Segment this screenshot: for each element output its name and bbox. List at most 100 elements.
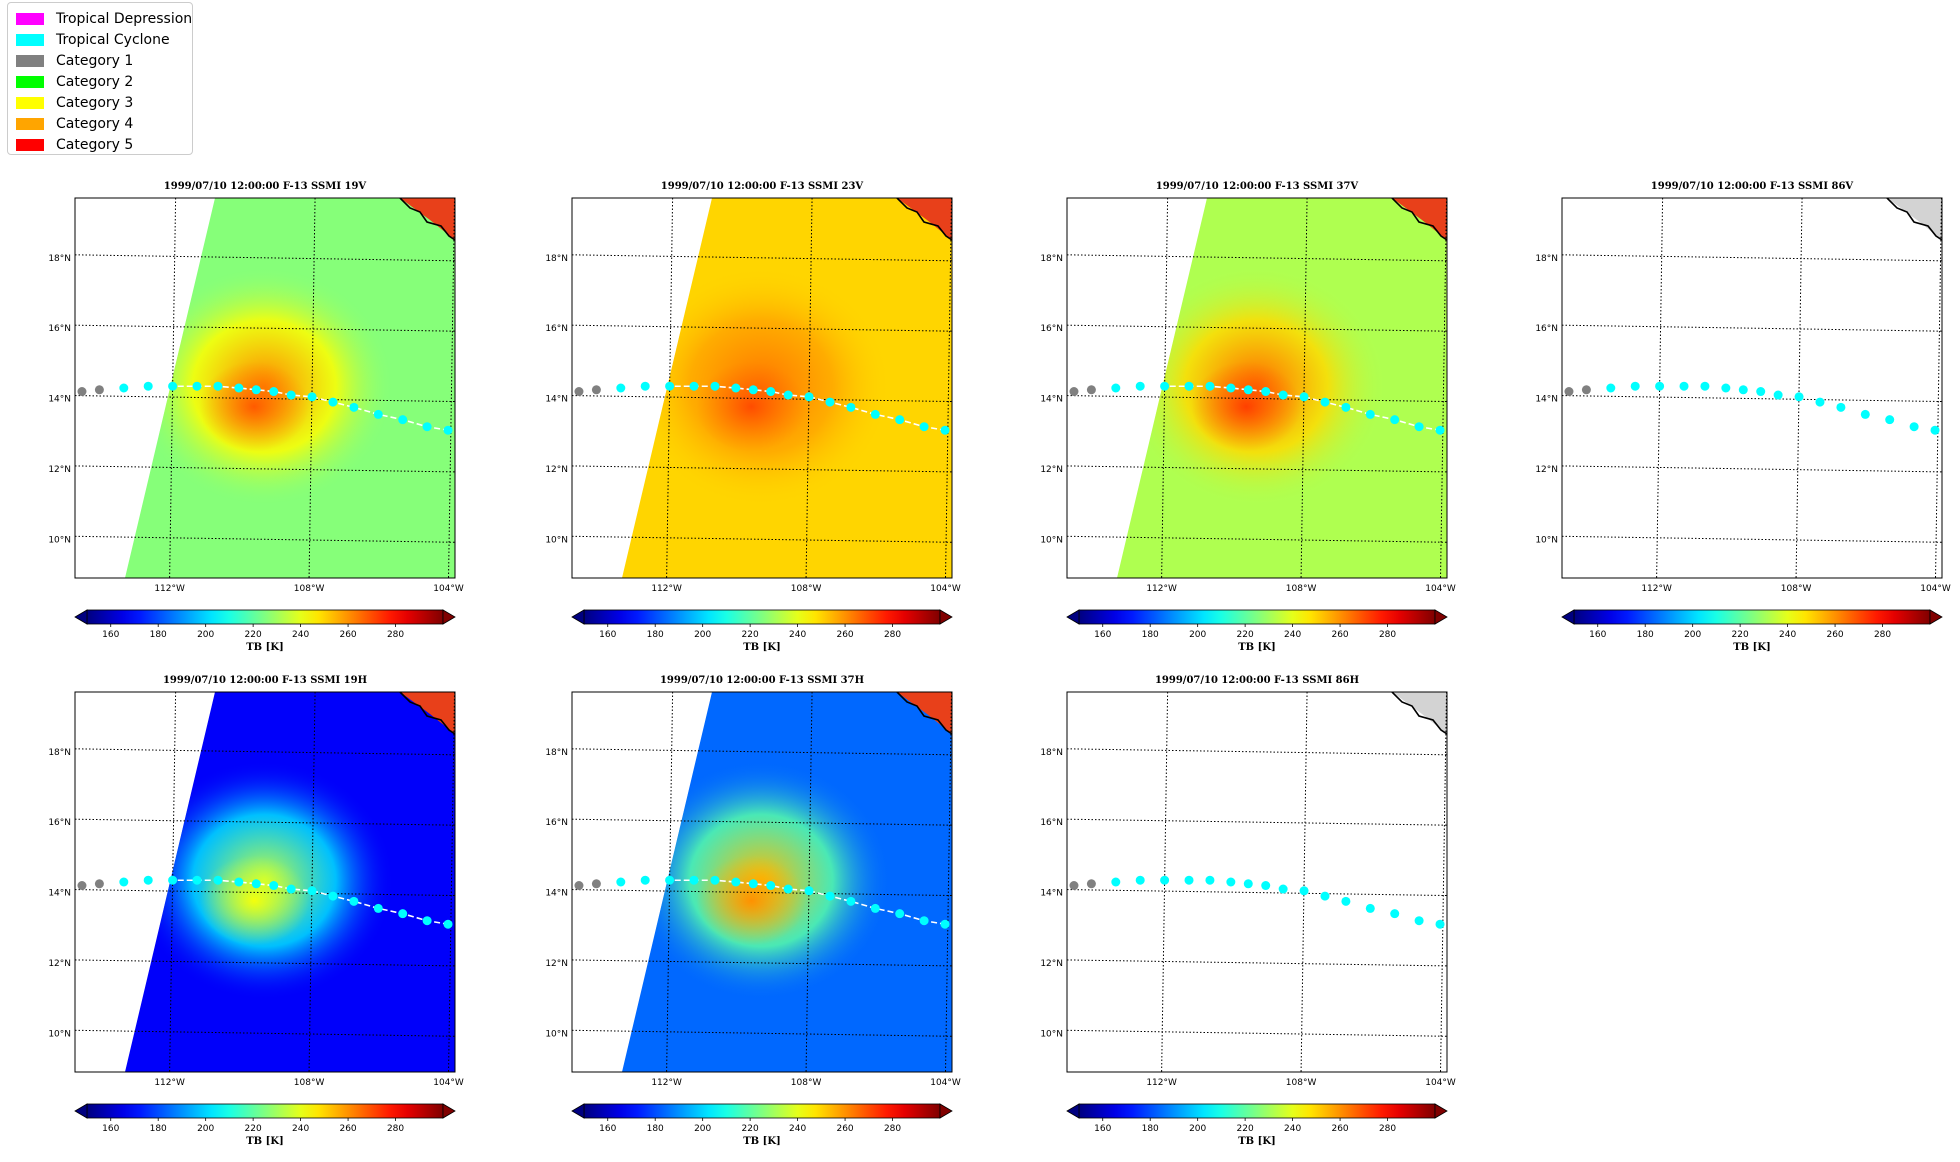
meridian-line	[945, 692, 952, 1072]
legend-swatch	[16, 118, 44, 130]
map-frame	[1066, 197, 1448, 579]
parallel-line	[1562, 465, 1942, 473]
track-point	[1756, 387, 1766, 397]
track-point	[1184, 381, 1194, 391]
map-frame	[74, 197, 456, 579]
coastline	[399, 198, 455, 241]
track-point	[846, 896, 856, 906]
meridian-line	[1300, 198, 1308, 578]
colorbar-tick-label: 260	[339, 630, 356, 640]
track-point	[143, 381, 153, 391]
colorbar-gradient	[583, 609, 941, 625]
y-tick-label: 10°N	[545, 1029, 568, 1039]
colorbar-label: TB [K]	[1238, 1136, 1276, 1147]
track-point	[1773, 390, 1783, 400]
parallel-line	[572, 748, 952, 756]
track-point	[1160, 875, 1170, 885]
legend-item: Tropical Cyclone	[16, 30, 170, 50]
land-area	[897, 692, 952, 734]
parallel-line	[1067, 818, 1447, 826]
meridian-line	[308, 692, 316, 1072]
meridian-line	[448, 692, 455, 1072]
colorbar-label: TB [K]	[246, 1136, 284, 1147]
colorbar-tick-label: 200	[1189, 630, 1206, 640]
track-point	[168, 381, 178, 391]
track-point	[1655, 381, 1665, 391]
track-point	[1390, 909, 1400, 919]
track-point	[192, 381, 202, 391]
track-point	[895, 909, 905, 919]
colorbar-extend-high	[939, 1103, 953, 1119]
track-point	[1930, 425, 1940, 435]
panel-title: 1999/07/10 12:00:00 F-13 SSMI 19V	[164, 181, 367, 192]
y-tick-label: 10°N	[1040, 1029, 1063, 1039]
x-tick-label: 104°W	[1425, 584, 1456, 594]
y-tick-label: 18°N	[545, 748, 568, 758]
y-tick-label: 12°N	[48, 959, 71, 969]
map-panel: 1999/07/10 12:00:00 F-13 SSMI 19V 112°W 10…	[48, 181, 464, 653]
colorbar-gradient	[1078, 1103, 1436, 1119]
y-tick-label: 18°N	[1535, 254, 1558, 264]
legend-item: Category 2	[16, 72, 133, 92]
x-tick-label: 108°W	[1286, 584, 1317, 594]
y-tick-label: 18°N	[1040, 748, 1063, 758]
y-tick-label: 16°N	[545, 324, 568, 334]
track-point	[1341, 402, 1351, 412]
colorbar-gradient	[86, 609, 444, 625]
y-tick-label: 14°N	[545, 889, 568, 899]
y-tick-label: 16°N	[1535, 324, 1558, 334]
colorbar-tick-label: 220	[742, 630, 759, 640]
legend-label: Tropical Cyclone	[56, 32, 170, 48]
track-point	[748, 385, 758, 395]
track-point	[213, 875, 223, 885]
track-point	[1679, 381, 1689, 391]
colorbar-tick-label: 220	[1732, 630, 1749, 640]
track-point	[119, 383, 129, 393]
colorbar-tick-label: 160	[1094, 630, 1111, 640]
legend-item: Category 1	[16, 51, 133, 71]
track-point	[825, 891, 835, 901]
track-point	[251, 385, 261, 395]
track-point	[269, 387, 279, 397]
parallel-line	[75, 324, 455, 332]
meridian-line	[308, 198, 316, 578]
colorbar-tick-label: 160	[599, 630, 616, 640]
parallel-line	[1067, 959, 1447, 967]
x-tick-label: 108°W	[294, 584, 325, 594]
colorbar-gradient	[1573, 609, 1931, 625]
track-point	[1135, 875, 1145, 885]
track-point	[1226, 877, 1236, 887]
colorbar-label: TB [K]	[246, 642, 284, 653]
track-point	[1184, 875, 1194, 885]
x-tick-label: 104°W	[433, 1078, 464, 1088]
map-frame	[1066, 691, 1448, 1073]
track-point	[940, 425, 950, 435]
track-point	[1069, 387, 1079, 397]
track-point	[1320, 397, 1330, 407]
legend: Tropical Depression Tropical Cyclone Cat…	[7, 2, 193, 155]
track-point	[1815, 397, 1825, 407]
parallel-line	[1067, 535, 1447, 543]
colorbar-tick-label: 180	[647, 630, 664, 640]
map-frame	[1561, 197, 1943, 579]
track-point	[1606, 383, 1616, 393]
colorbar-extend-high	[939, 609, 953, 625]
track-point	[1069, 881, 1079, 891]
track-point	[846, 402, 856, 412]
colorbar-tick-label: 240	[789, 1124, 806, 1134]
track-point	[766, 881, 776, 891]
colorbar-extend-low	[1066, 609, 1080, 625]
colorbar-tick-label: 200	[197, 1124, 214, 1134]
coastline	[1391, 692, 1447, 735]
x-tick-label: 112°W	[651, 584, 682, 594]
track-point	[94, 879, 104, 889]
colorbar-tick-label: 220	[1237, 1124, 1254, 1134]
panel-title: 1999/07/10 12:00:00 F-13 SSMI 86H	[1155, 675, 1359, 686]
colorbar-tick-label: 160	[1094, 1124, 1111, 1134]
y-tick-label: 12°N	[1040, 465, 1063, 475]
legend-swatch	[16, 97, 44, 109]
coastline	[896, 198, 952, 241]
parallel-line	[1562, 535, 1942, 543]
track-line	[123, 879, 449, 926]
colorbar: 160 180 200 220 240 260 280 TB [K]	[1561, 609, 1943, 653]
